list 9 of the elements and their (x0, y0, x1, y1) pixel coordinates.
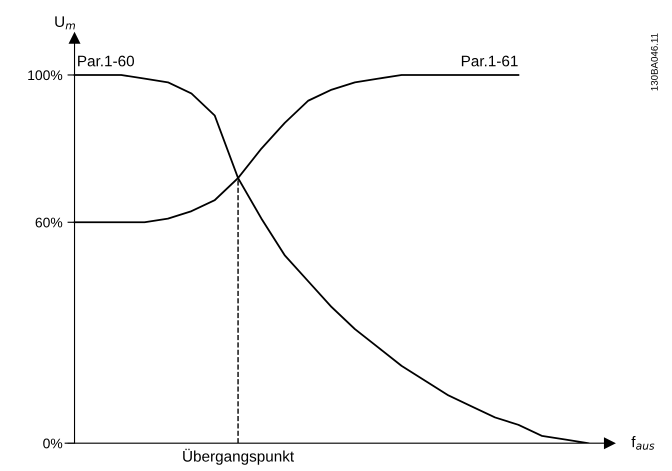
x-axis-title: f$_{aus}$ (631, 436, 654, 450)
y-tick-label: 100% (28, 70, 62, 80)
legend-label: Par.1-60 (78, 56, 134, 66)
series-label: Par.1-61 (462, 56, 518, 66)
text: 130BA046.11 (650, 33, 658, 90)
y-tick-label: 60% (36, 218, 62, 228)
x-tick-label: Übergangspunkt (183, 448, 294, 465)
y-axis-title: U$_{m}$ (55, 16, 75, 30)
y-tick-label: 0% (43, 438, 62, 448)
